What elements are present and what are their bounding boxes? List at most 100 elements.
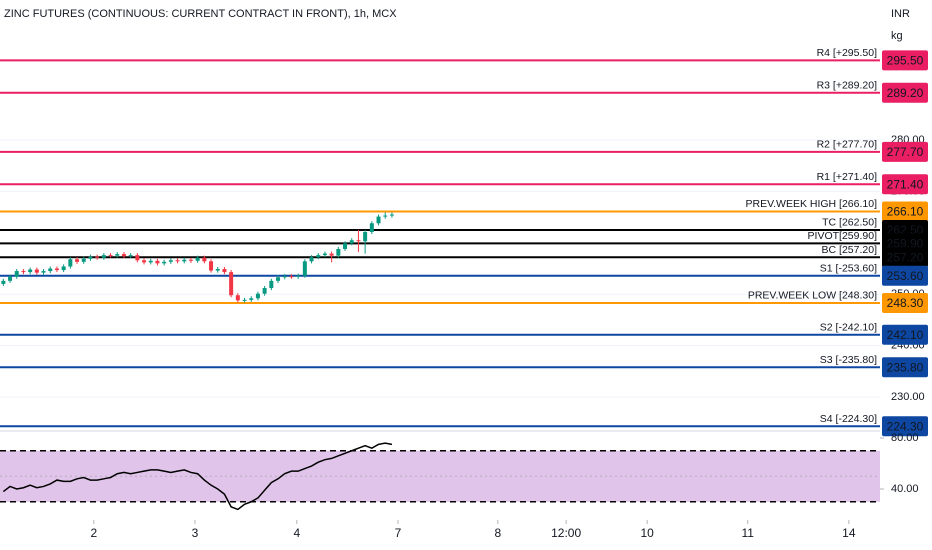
candle-body xyxy=(316,255,321,258)
candle-body xyxy=(322,253,327,256)
level-label: R1 [+271.40] xyxy=(817,171,878,183)
candle-body xyxy=(182,259,187,262)
candle-body xyxy=(209,261,214,271)
price-box xyxy=(882,357,928,378)
level-label: PREV.WEEK LOW [248.30] xyxy=(748,290,877,302)
level-label: S4 [-224.30] xyxy=(820,413,877,425)
price-box-label: 271.40 xyxy=(887,177,924,191)
candle-body xyxy=(108,255,113,257)
x-tick-label: 8 xyxy=(494,526,501,540)
level-label: R3 [+289.20] xyxy=(817,80,878,92)
price-box xyxy=(882,82,928,103)
candle-body xyxy=(8,276,13,281)
candle-body xyxy=(41,271,46,273)
y-tick-label: 40.00 xyxy=(891,483,919,495)
unit-label: kg xyxy=(891,30,903,42)
level-label: R2 [+277.70] xyxy=(817,139,878,151)
price-box-label: 257.20 xyxy=(887,250,924,264)
level-label: R4 [+295.50] xyxy=(817,47,878,59)
x-tick-label: 11 xyxy=(741,526,754,540)
x-tick-label: 14 xyxy=(842,526,856,540)
price-box xyxy=(882,50,928,71)
candle-body xyxy=(302,261,307,276)
candle-body xyxy=(229,272,234,296)
price-box-label: 224.30 xyxy=(887,419,924,433)
price-box-label: 259.90 xyxy=(887,236,924,250)
chart-title: ZINC FUTURES (CONTINUOUS: CURRENT CONTRA… xyxy=(4,8,397,20)
candle-body xyxy=(329,253,334,256)
candle-body xyxy=(222,269,227,273)
x-tick-label: 12:00 xyxy=(551,526,581,540)
candle-body xyxy=(383,215,388,217)
level-label: S2 [-242.10] xyxy=(820,322,877,334)
level-label: BC [257.20] xyxy=(822,244,878,256)
candle-body xyxy=(215,269,220,271)
level-label: PREV.WEEK HIGH [266.10] xyxy=(745,198,877,210)
candle-body xyxy=(28,269,33,273)
candle-body xyxy=(296,275,301,277)
candle-body xyxy=(363,232,368,242)
candle-body xyxy=(336,248,341,256)
candle-body xyxy=(101,255,106,258)
candle-body xyxy=(68,259,73,267)
candle-body xyxy=(88,256,93,259)
y-tick-label: 230.00 xyxy=(891,391,925,403)
candle-body xyxy=(242,299,247,301)
candle-body xyxy=(255,293,260,299)
candle-body xyxy=(188,259,193,261)
candle-body xyxy=(75,259,80,262)
candle-body xyxy=(142,260,147,263)
price-box-label: 277.70 xyxy=(887,145,924,159)
candle-body xyxy=(1,280,6,284)
candle-body xyxy=(162,261,167,264)
candle-body xyxy=(389,214,394,216)
candle-body xyxy=(249,298,254,300)
currency-label: INR xyxy=(891,8,910,20)
candle-body xyxy=(128,255,133,257)
price-box-label: 253.60 xyxy=(887,269,924,283)
price-box xyxy=(882,265,928,286)
candle-body xyxy=(289,276,294,278)
candle-body xyxy=(135,255,140,261)
x-tick-label: 2 xyxy=(90,526,97,540)
price-box-label: 289.20 xyxy=(887,86,924,100)
candle-body xyxy=(61,266,66,271)
candle-body xyxy=(14,271,19,277)
price-box-label: 266.10 xyxy=(887,205,924,219)
x-tick-label: 7 xyxy=(395,526,402,540)
candle-body xyxy=(369,223,374,233)
level-label: PIVOT[259.90] xyxy=(808,230,878,242)
x-tick-label: 10 xyxy=(641,526,655,540)
price-box xyxy=(882,416,928,437)
candle-body xyxy=(21,271,26,273)
candle-body xyxy=(376,216,381,224)
price-box xyxy=(882,247,928,268)
candle-body xyxy=(54,268,59,271)
rsi-line xyxy=(2,442,393,511)
price-box xyxy=(882,292,928,313)
candle-body xyxy=(343,243,348,249)
price-box xyxy=(882,201,928,222)
candle-body xyxy=(81,258,86,262)
price-box-label: 235.80 xyxy=(887,360,924,374)
price-box xyxy=(882,141,928,162)
candle-body xyxy=(168,260,173,262)
price-box-label: 242.10 xyxy=(887,328,924,342)
price-box-label: 295.50 xyxy=(887,54,924,68)
candle-body xyxy=(235,295,240,301)
candle-body xyxy=(282,276,287,278)
level-label: S3 [-235.80] xyxy=(820,354,877,366)
price-box-label: 248.30 xyxy=(887,296,924,310)
candle-body xyxy=(148,260,153,263)
level-label: S1 [-253.60] xyxy=(820,262,877,274)
candle-body xyxy=(34,269,39,273)
candle-body xyxy=(276,277,281,281)
candle-body xyxy=(202,257,207,262)
candle-body xyxy=(121,254,126,257)
candle-body xyxy=(95,256,100,258)
candle-body xyxy=(48,268,53,272)
candle-body xyxy=(262,288,267,294)
y-tick-label: 80.00 xyxy=(891,432,919,444)
x-tick-label: 4 xyxy=(293,526,300,540)
